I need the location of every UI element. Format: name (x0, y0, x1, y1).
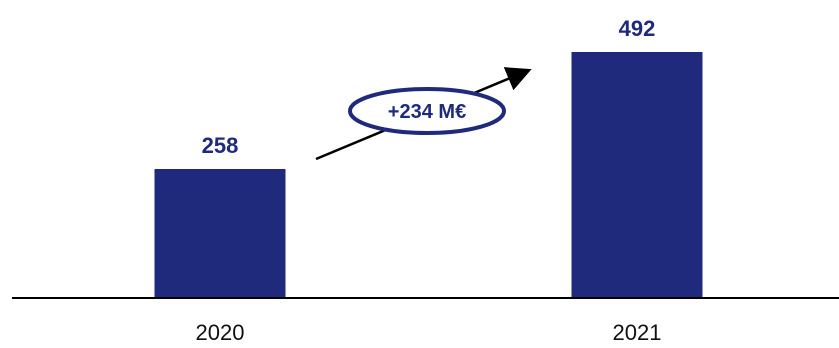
growth-annotation-ellipse (348, 87, 506, 135)
growth-annotation-text: +234 M€ (388, 101, 466, 123)
bar-2020 (154, 169, 286, 298)
x-tick-label-2021: 2021 (613, 320, 662, 345)
bar-2021 (571, 52, 703, 298)
data-label-2020: 258 (202, 133, 239, 158)
x-tick-label-2020: 2020 (196, 320, 245, 345)
data-label-2021: 492 (619, 16, 656, 41)
